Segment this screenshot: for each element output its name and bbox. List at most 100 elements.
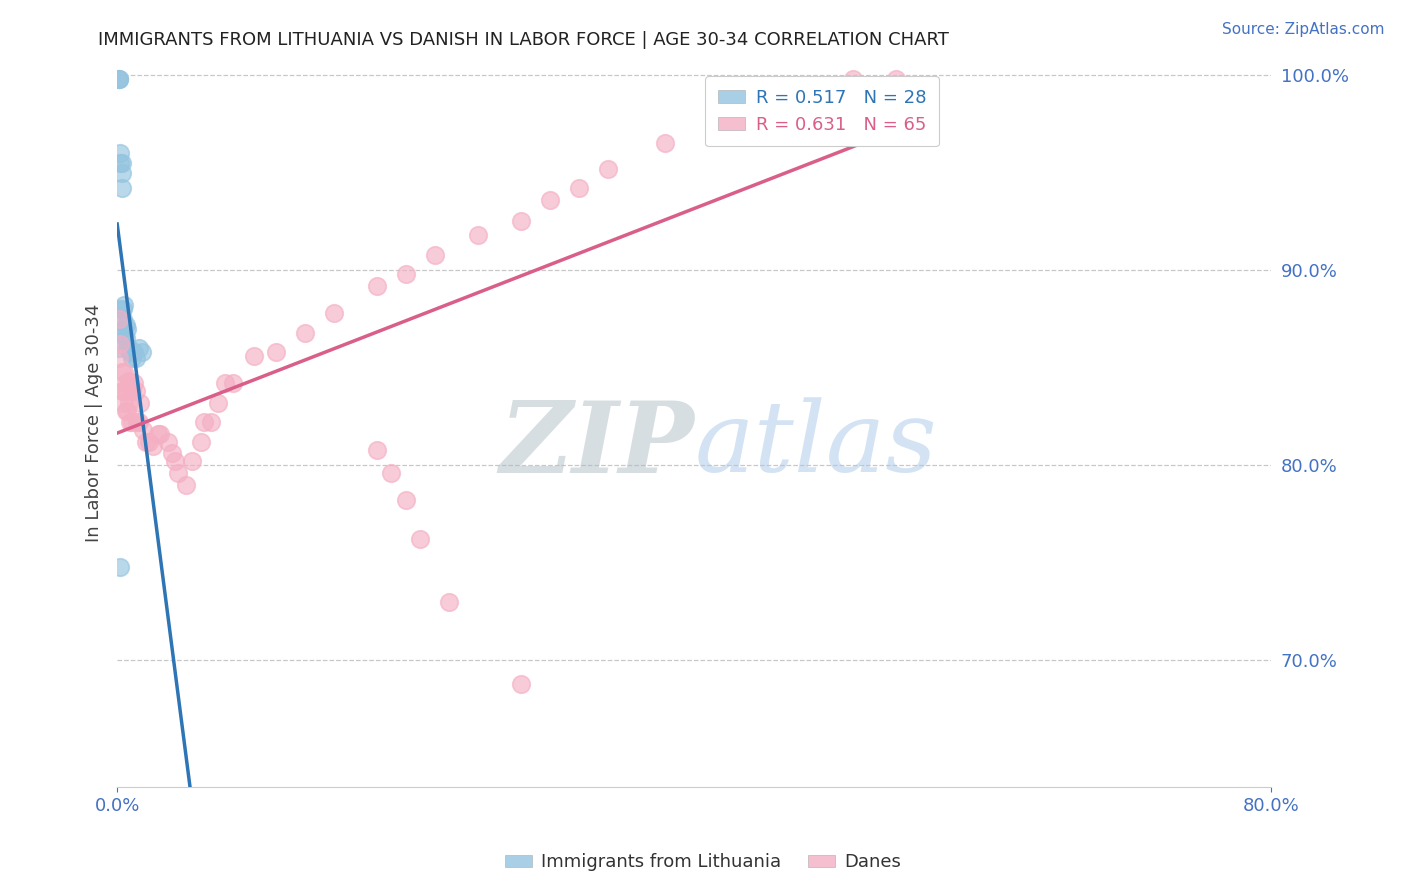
- Point: [117, 384, 139, 398]
- Point: [654, 136, 676, 151]
- Point: [107, 72, 129, 87]
- Point: [111, 312, 134, 326]
- Point: [112, 298, 135, 312]
- Point: [118, 341, 141, 355]
- Point: [176, 477, 198, 491]
- Point: [107, 312, 129, 326]
- Point: [121, 415, 143, 429]
- Point: [395, 267, 418, 281]
- Point: [117, 403, 139, 417]
- Point: [110, 181, 132, 195]
- Point: [568, 181, 591, 195]
- Point: [110, 156, 132, 170]
- Point: [107, 351, 129, 365]
- Point: [884, 72, 907, 87]
- Text: Source: ZipAtlas.com: Source: ZipAtlas.com: [1222, 22, 1385, 37]
- Point: [163, 454, 186, 468]
- Point: [138, 434, 160, 449]
- Point: [423, 247, 446, 261]
- Point: [108, 156, 131, 170]
- Legend: Immigrants from Lithuania, Danes: Immigrants from Lithuania, Danes: [498, 847, 908, 879]
- Point: [125, 384, 148, 398]
- Point: [380, 466, 402, 480]
- Point: [128, 415, 150, 429]
- Point: [711, 111, 734, 125]
- Point: [108, 146, 131, 161]
- Point: [193, 415, 215, 429]
- Point: [264, 345, 287, 359]
- Point: [181, 454, 204, 468]
- Point: [112, 365, 135, 379]
- Point: [118, 396, 141, 410]
- Point: [121, 384, 143, 398]
- Point: [108, 337, 131, 351]
- Point: [108, 559, 131, 574]
- Point: [200, 415, 222, 429]
- Point: [322, 306, 344, 320]
- Point: [366, 442, 388, 457]
- Point: [538, 193, 561, 207]
- Point: [120, 376, 142, 391]
- Point: [110, 365, 132, 379]
- Point: [115, 376, 138, 391]
- Point: [294, 326, 316, 340]
- Point: [146, 426, 169, 441]
- Point: [160, 446, 183, 460]
- Point: [142, 439, 165, 453]
- Point: [112, 321, 135, 335]
- Point: [156, 434, 179, 449]
- Point: [115, 403, 138, 417]
- Text: atlas: atlas: [695, 398, 936, 492]
- Point: [117, 321, 139, 335]
- Point: [115, 331, 138, 345]
- Point: [214, 376, 236, 391]
- Point: [124, 376, 146, 391]
- Point: [118, 374, 141, 388]
- Point: [107, 341, 129, 355]
- Point: [149, 426, 172, 441]
- Point: [596, 161, 619, 176]
- Point: [129, 396, 152, 410]
- Point: [124, 345, 146, 359]
- Point: [366, 278, 388, 293]
- Point: [409, 533, 432, 547]
- Point: [115, 318, 138, 332]
- Point: [117, 341, 139, 355]
- Point: [437, 594, 460, 608]
- Point: [111, 302, 134, 317]
- Y-axis label: In Labor Force | Age 30-34: In Labor Force | Age 30-34: [86, 304, 103, 542]
- Point: [395, 493, 418, 508]
- Point: [107, 326, 129, 340]
- Point: [135, 434, 157, 449]
- Point: [110, 166, 132, 180]
- Point: [107, 302, 129, 317]
- Point: [510, 214, 533, 228]
- Point: [128, 341, 150, 355]
- Point: [125, 351, 148, 365]
- Point: [190, 434, 212, 449]
- Point: [510, 676, 533, 690]
- Point: [467, 228, 489, 243]
- Point: [243, 349, 266, 363]
- Text: IMMIGRANTS FROM LITHUANIA VS DANISH IN LABOR FORCE | AGE 30-34 CORRELATION CHART: IMMIGRANTS FROM LITHUANIA VS DANISH IN L…: [98, 31, 949, 49]
- Point: [799, 84, 821, 98]
- Legend: R = 0.517   N = 28, R = 0.631   N = 65: R = 0.517 N = 28, R = 0.631 N = 65: [706, 76, 939, 146]
- Text: ZIP: ZIP: [499, 397, 695, 493]
- Point: [107, 72, 129, 87]
- Point: [120, 345, 142, 359]
- Point: [121, 351, 143, 365]
- Point: [131, 345, 153, 359]
- Point: [111, 396, 134, 410]
- Point: [127, 415, 149, 429]
- Point: [755, 97, 778, 112]
- Point: [842, 72, 865, 87]
- Point: [110, 384, 132, 398]
- Point: [107, 72, 129, 87]
- Point: [132, 423, 155, 437]
- Point: [207, 396, 229, 410]
- Point: [122, 345, 145, 359]
- Point: [221, 376, 243, 391]
- Point: [166, 466, 188, 480]
- Point: [120, 415, 142, 429]
- Point: [112, 384, 135, 398]
